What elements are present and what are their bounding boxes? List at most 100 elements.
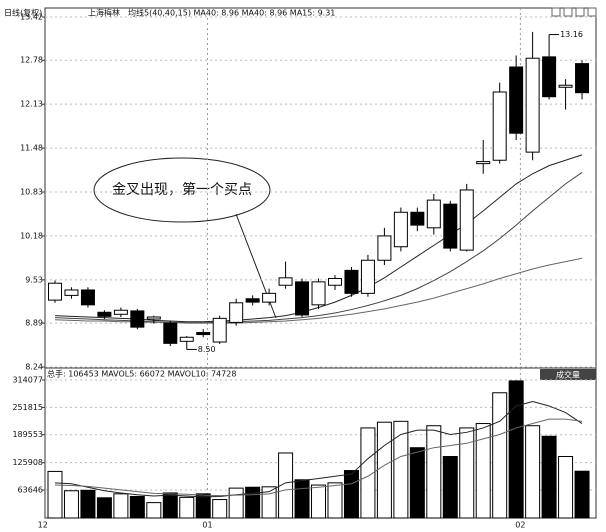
- y-tick-label: 189553: [12, 430, 43, 439]
- candle-body: [327, 277, 342, 286]
- candle-body: [311, 281, 326, 306]
- x-tick-label: 12: [38, 521, 48, 530]
- candle-body: [377, 235, 392, 261]
- volume-bar: [409, 447, 425, 519]
- candle-body: [492, 91, 507, 161]
- ma-line: [54, 418, 583, 497]
- volume-bar: [360, 427, 376, 519]
- volume-bar: [393, 420, 409, 519]
- volume-bar: [113, 493, 129, 519]
- candle-body: [97, 311, 112, 317]
- y-tick-label: 251815: [12, 403, 43, 412]
- candle-body: [212, 317, 227, 343]
- candle-body: [48, 282, 62, 301]
- volume-bar: [426, 425, 442, 519]
- volume-bar: [442, 455, 458, 519]
- volume-bar: [343, 470, 359, 519]
- candle-body: [575, 63, 590, 94]
- volume-bar: [212, 499, 228, 519]
- extreme-label: 8.50: [198, 345, 216, 354]
- candle-body: [179, 336, 194, 342]
- candle-body: [163, 322, 178, 344]
- volume-bar: [195, 493, 211, 519]
- y-tick-label: 12.78: [20, 56, 43, 65]
- y-tick-label: 10.83: [20, 188, 43, 197]
- volume-bar: [541, 435, 557, 519]
- volume-bar: [278, 452, 294, 519]
- candle-body: [113, 309, 128, 315]
- volume-bar: [475, 423, 491, 519]
- icon[interactable]: [587, 7, 597, 17]
- y-tick-label: 125908: [12, 458, 43, 467]
- ma-line: [54, 401, 583, 498]
- candle-body: [426, 199, 441, 229]
- volume-bar: [327, 482, 343, 519]
- candle-body: [558, 84, 573, 88]
- volume-legend: 总手: 106453 MAVOL5: 66072 MAVOL10: 74728: [47, 369, 236, 379]
- callout-text: 金叉出现，第一个买点: [112, 181, 252, 198]
- candle-body: [542, 56, 557, 98]
- y-tick-label: 11.48: [20, 144, 43, 153]
- x-tick-label: 02: [515, 521, 525, 530]
- candle-body: [393, 211, 408, 248]
- volume-bar: [294, 479, 310, 519]
- candle-body: [64, 289, 79, 296]
- volume-bar: [261, 486, 277, 519]
- volume-bar: [376, 421, 392, 519]
- volume-bar: [146, 502, 162, 519]
- volume-bar: [179, 496, 195, 519]
- volume-bar: [80, 489, 96, 519]
- candle-body: [459, 189, 474, 251]
- icon[interactable]: [563, 7, 573, 17]
- y-tick-label: 9.53: [25, 275, 43, 284]
- callout-bubble: [93, 157, 271, 223]
- volume-bar: [96, 497, 112, 519]
- volume-bar: [508, 380, 524, 519]
- candle-body: [196, 332, 211, 336]
- y-tick-label: 10.18: [20, 231, 43, 240]
- toolbar-icons[interactable]: [551, 7, 597, 17]
- candle-body: [443, 203, 458, 249]
- volume-tab[interactable]: [540, 369, 596, 380]
- volume-tab-label[interactable]: 成交量: [556, 370, 580, 380]
- y-tick-label: 8.89: [25, 319, 43, 328]
- icon[interactable]: [575, 7, 585, 17]
- candle-body: [509, 66, 524, 134]
- candle-body: [476, 161, 491, 165]
- y-tick-label: 8.24: [25, 363, 43, 372]
- candle-body: [262, 292, 277, 303]
- chart-title: 日线(复权): [4, 8, 42, 18]
- candle-body: [278, 277, 293, 286]
- volume-bar: [459, 427, 475, 519]
- volume-bar: [47, 470, 63, 519]
- volume-bar: [245, 486, 261, 519]
- candle-body: [344, 269, 359, 294]
- volume-bar: [228, 487, 244, 519]
- y-tick-label: 13.42: [20, 13, 43, 22]
- y-tick-label: 314077: [12, 376, 43, 385]
- y-tick-label: 63646: [18, 486, 43, 495]
- candle-body: [525, 57, 540, 153]
- candle-body: [130, 310, 145, 328]
- candle-body: [229, 302, 244, 323]
- icon[interactable]: [551, 7, 561, 17]
- candle-body: [360, 259, 375, 294]
- ma-legend: 均线5(40,40,15) MA40: 8.96 MA40: 8.96 MA15…: [128, 8, 335, 18]
- candle-body: [245, 298, 260, 303]
- volume-bar: [525, 425, 541, 519]
- volume-bar: [311, 484, 327, 519]
- volume-bar: [162, 492, 178, 519]
- candle-body: [410, 211, 425, 226]
- candle-body: [80, 289, 95, 306]
- volume-bar: [129, 495, 145, 519]
- x-tick-label: 01: [202, 521, 212, 530]
- y-tick-label: 12.13: [20, 100, 43, 109]
- volume-bar: [63, 490, 79, 519]
- volume-bar: [558, 455, 574, 519]
- volume-bar: [492, 392, 508, 519]
- volume-bar: [574, 470, 590, 519]
- candle-body: [146, 316, 161, 320]
- extreme-label: 13.16: [560, 30, 583, 39]
- candle-body: [295, 281, 310, 316]
